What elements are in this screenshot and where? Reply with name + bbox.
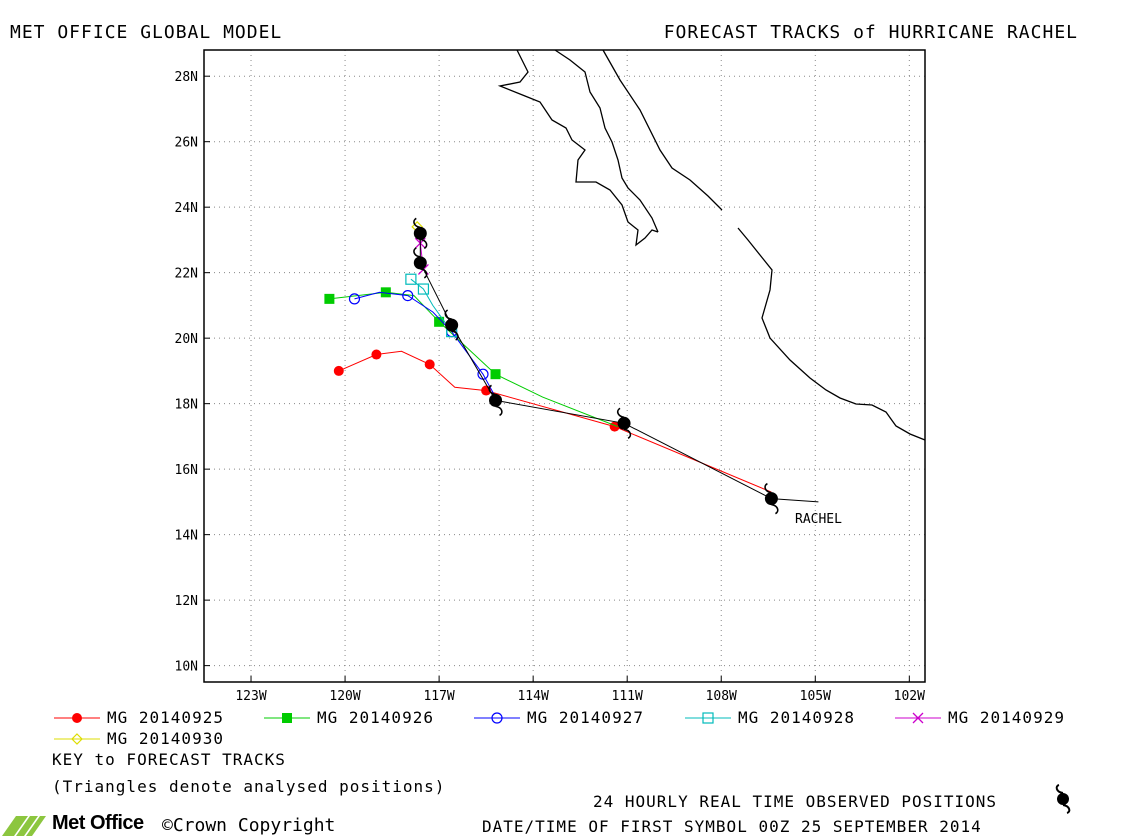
hurricane-symbol-arm xyxy=(420,268,428,279)
lat-tick-label: 26N xyxy=(175,136,198,151)
forecast-track-map: 28N 26N 24N 22N 20N 18N 16N 14N 12N 10N 123W 120W 11… xyxy=(175,49,926,700)
hurricane-symbol-arm xyxy=(488,384,496,396)
forecast-track-line xyxy=(410,278,453,332)
legend-label: MG 20140930 xyxy=(107,729,224,748)
legend-label: MG 20140925 xyxy=(107,708,224,727)
header-right-title: FORECAST TRACKS of HURRICANE RACHEL xyxy=(663,22,1078,43)
forecast-tracks xyxy=(324,220,772,493)
hurricane-symbol-arm xyxy=(413,247,421,258)
lon-tick-label: 123W xyxy=(235,689,266,700)
map-frame xyxy=(203,49,926,683)
legend-label: MG 20140928 xyxy=(738,708,855,727)
lon-tick-label: 102W xyxy=(894,689,925,700)
hurricane-symbol-icon xyxy=(488,384,503,417)
track-marker xyxy=(371,349,382,360)
coastline xyxy=(497,49,926,441)
hurricane-symbol-icon xyxy=(764,482,779,515)
hurricane-symbol-arm xyxy=(451,330,459,341)
lat-tick-label: 16N xyxy=(175,463,198,478)
track-marker xyxy=(424,359,435,370)
hurricane-symbol-core xyxy=(764,492,778,506)
met-office-logo-icon xyxy=(2,816,46,836)
coastline-mainland xyxy=(602,49,723,211)
forecast-track-line xyxy=(354,291,496,398)
track-marker xyxy=(348,293,361,305)
legend-label: MG 20140926 xyxy=(317,708,434,727)
forecast-track-line xyxy=(338,350,772,493)
track-marker xyxy=(490,369,501,380)
coastline-baja-west xyxy=(497,49,659,247)
lat-tick-label: 10N xyxy=(175,660,198,675)
legend-label: MG 20140929 xyxy=(948,708,1065,727)
lat-tick-label: 14N xyxy=(175,529,198,544)
hurricane-symbol-arm xyxy=(495,405,503,417)
header-left-title: MET OFFICE GLOBAL MODEL xyxy=(10,22,283,43)
hurricane-symbol-arm xyxy=(616,407,625,419)
lat-tick-label: 28N xyxy=(175,70,198,85)
track-marker xyxy=(71,733,83,745)
legend-marker-icon xyxy=(54,713,100,723)
hurricane-symbol-icon xyxy=(616,407,632,440)
track-marker xyxy=(402,289,414,302)
hurricane-symbol-core xyxy=(489,393,503,407)
hurricane-symbol-arm xyxy=(764,482,772,494)
track-marker xyxy=(434,316,445,327)
legend-marker-icon xyxy=(685,712,731,724)
coastline-baja-east xyxy=(554,49,659,233)
track-marker xyxy=(282,713,292,723)
legend-marker-icon xyxy=(474,712,520,724)
track-marker xyxy=(333,365,344,376)
track-marker xyxy=(324,293,335,304)
hurricane-symbol-core xyxy=(413,226,427,240)
storm-name-label: RACHEL xyxy=(795,512,842,527)
hurricane-symbol-arm xyxy=(623,428,632,440)
track-marker xyxy=(702,712,714,724)
legend-marker-icon xyxy=(54,733,100,745)
hurricane-symbol-icon xyxy=(444,309,459,341)
observed-positions-label: 24 HOURLY REAL TIME OBSERVED POSITIONS xyxy=(593,792,998,811)
legend-marker-icon xyxy=(264,713,310,723)
hurricane-symbol-core xyxy=(413,256,427,270)
track-marker xyxy=(417,283,430,295)
lon-tick-label: 117W xyxy=(423,689,454,700)
coastline-mainland-south xyxy=(737,227,926,441)
lat-tick-label: 20N xyxy=(175,332,198,347)
lon-tick-label: 111W xyxy=(612,689,643,700)
track-marker xyxy=(72,713,82,723)
legend-label: MG 20140927 xyxy=(527,708,644,727)
hurricane-symbol-arm xyxy=(444,309,452,320)
lon-tick-label: 114W xyxy=(517,689,548,700)
hurricane-symbol-arm xyxy=(771,503,779,515)
copyright-notice: ©Crown Copyright xyxy=(162,815,336,836)
met-office-logo-text: Met Office xyxy=(52,812,144,834)
hurricane-symbol-arm xyxy=(420,238,428,250)
lat-tick-label: 24N xyxy=(175,201,198,216)
hurricane-symbol-icon xyxy=(1055,784,1071,814)
hurricane-symbol-core xyxy=(617,416,631,430)
legend-marker-icon xyxy=(895,712,941,724)
track-marker xyxy=(405,273,417,285)
lat-tick-label: 18N xyxy=(175,398,198,413)
track-marker xyxy=(491,712,503,724)
track-marker xyxy=(380,287,391,298)
lon-tick-label: 108W xyxy=(706,689,737,700)
key-note: (Triangles denote analysed positions) xyxy=(52,777,446,796)
key-title: KEY to FORECAST TRACKS xyxy=(52,750,286,769)
axis-ticks: 28N 26N 24N 22N 20N 18N 16N 14N 12N 10N 123W 120W 11… xyxy=(175,70,926,700)
hurricane-symbol-icon xyxy=(413,217,428,250)
grid-lines xyxy=(204,50,925,682)
lat-tick-label: 12N xyxy=(175,594,198,609)
observed-track-line xyxy=(419,233,819,503)
hurricane-symbol-arm xyxy=(413,217,421,229)
hurricane-symbol-core xyxy=(445,318,459,332)
forecast-track-line xyxy=(329,291,618,428)
first-symbol-datetime: DATE/TIME OF FIRST SYMBOL 00Z 25 SEPTEMB… xyxy=(482,817,982,836)
lon-tick-label: 105W xyxy=(800,689,831,700)
hurricane-symbol-icon xyxy=(413,247,428,279)
observed-track xyxy=(413,217,819,515)
track-marker xyxy=(912,712,924,724)
lat-tick-label: 22N xyxy=(175,267,198,282)
lon-tick-label: 120W xyxy=(329,689,360,700)
